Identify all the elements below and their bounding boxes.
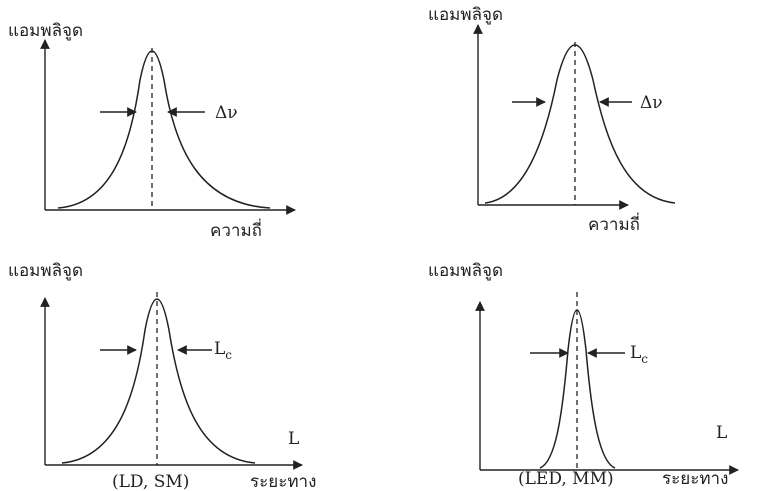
width-label: Δν [215,103,238,123]
length-label: L [288,429,299,449]
panel: Lc L แอมพลิจูด (LED, MM) ระยะทาง [428,261,738,489]
width-label: Lc [214,339,232,362]
caption: (LD, SM) [112,472,189,491]
x-label: ระยะทาง [250,472,316,491]
width-label: Lc [630,343,648,366]
panel: Lc L แอมพลิจูด (LD, SM) ระยะทาง [8,261,316,491]
caption: (LED, MM) [518,469,614,489]
y-label: แอมพลิจูด [428,5,503,25]
width-label-main: L [214,339,225,359]
length-label: L [716,423,727,443]
width-label: Δν [640,93,663,113]
curve [58,51,270,208]
curve [62,299,255,463]
panel: Δν แอมพลิจูด ความถี่ [8,21,295,241]
y-label: แอมพลิจูด [8,261,83,281]
x-label: ระยะทาง [662,469,728,489]
y-label: แอมพลิจูด [8,21,83,41]
y-label: แอมพลิจูด [428,261,503,281]
width-label-sub: c [641,352,648,366]
width-label-main: L [630,343,641,363]
width-label-sub: c [225,348,232,362]
x-label: ความถี่ [588,212,640,235]
curve [485,45,675,203]
panel: Δν แอมพลิจูด ความถี่ [428,5,675,235]
x-label: ความถี่ [210,218,262,241]
curve [540,310,615,468]
diagram: Δν แอมพลิจูด ความถี่ Δν แอมพลิจูด ความถี… [0,0,766,491]
